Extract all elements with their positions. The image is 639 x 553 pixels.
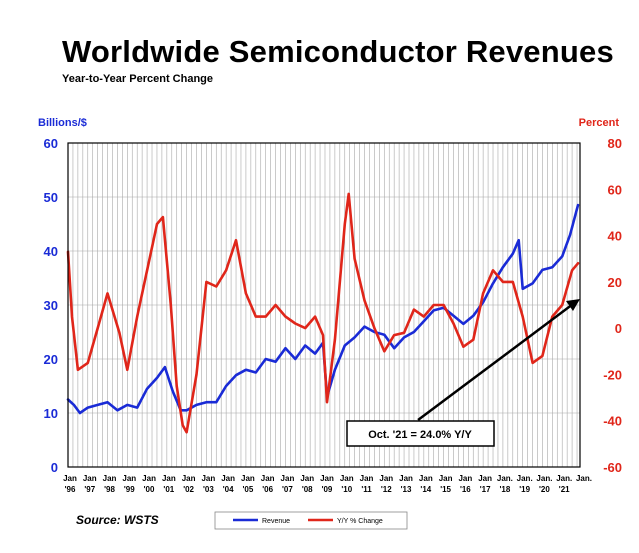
chart-subtitle: Year-to-Year Percent Change	[62, 73, 214, 85]
right-tick-label: 60	[608, 182, 622, 197]
x-tick-label-top: Jan	[261, 474, 275, 483]
left-tick-label: 20	[44, 352, 58, 367]
grid	[68, 142, 580, 468]
x-tick-label-year: '10	[341, 485, 352, 494]
x-tick-label-top: Jan	[241, 474, 255, 483]
x-tick-label-year: '04	[223, 485, 234, 494]
x-tick-label-top: Jan.	[497, 474, 513, 483]
x-tick-label-top: Jan	[182, 474, 196, 483]
left-tick-label: 10	[44, 406, 58, 421]
legend: Revenue Y/Y % Change	[214, 511, 408, 530]
x-tick-label-top: Jan	[201, 474, 215, 483]
left-axis-label: Billions/$	[38, 117, 87, 129]
x-tick-label-year: '97	[84, 485, 95, 494]
x-tick-label-year: '11	[361, 485, 372, 494]
x-tick-label-year: '00	[144, 485, 155, 494]
right-tick-label: 80	[608, 136, 622, 151]
x-tick-label-year: '98	[104, 485, 115, 494]
x-tick-label-year: '01	[163, 485, 174, 494]
x-tick-label-top: Jan	[419, 474, 433, 483]
x-tick-label-top: Jan	[63, 474, 77, 483]
right-tick-label: -20	[603, 367, 622, 382]
left-tick-label: 50	[44, 190, 58, 205]
legend-label-revenue: Revenue	[262, 518, 290, 525]
x-tick-label-top: Jan	[103, 474, 117, 483]
x-tick-label-year: '17	[480, 485, 491, 494]
right-tick-label: 0	[615, 321, 622, 336]
left-tick-label: 40	[44, 244, 58, 259]
x-tick-label-year: '13	[401, 485, 412, 494]
x-tick-label-year: '07	[282, 485, 293, 494]
x-tick-label-year: '18	[499, 485, 510, 494]
x-tick-label-year: '05	[243, 485, 254, 494]
x-tick-label-top: Jan	[142, 474, 156, 483]
x-tick-label-year: '06	[262, 485, 273, 494]
annotation-group: Oct. '21 = 24.0% Y/Y	[346, 299, 580, 447]
x-tick-label-year: '03	[203, 485, 214, 494]
right-tick-label: 20	[608, 275, 622, 290]
x-tick-label-top: Jan	[300, 474, 314, 483]
x-tick-label-top: Jan	[281, 474, 295, 483]
x-tick-label-top: Jan	[320, 474, 334, 483]
x-tick-label-year: '16	[460, 485, 471, 494]
x-tick-label-top: Jan	[122, 474, 136, 483]
right-axis-label: Percent	[579, 117, 620, 129]
right-tick-label: -40	[603, 414, 622, 429]
series-line-yoy-change	[66, 192, 580, 434]
x-tick-label-top: Jan	[439, 474, 453, 483]
axes: 0 10 20 30 40 50 60 -60 -40 -20 0 20 40 60 80 Jan '96 Jan…	[44, 136, 622, 494]
x-tick-label-top: Jan	[399, 474, 413, 483]
x-tick-label-top: Jan	[478, 474, 492, 483]
annotation-arrow-line	[417, 302, 574, 422]
x-tick-label-year: '99	[124, 485, 135, 494]
x-tick-label-top: Jan.	[556, 474, 572, 483]
x-tick-label-year: '09	[322, 485, 333, 494]
annotation-box	[346, 420, 495, 447]
source-note: Source: WSTS	[76, 513, 159, 527]
x-tick-label-top: Jan	[379, 474, 393, 483]
annotation-arrow-head	[566, 299, 580, 311]
series-layer	[66, 192, 580, 434]
x-tick-label-top: Jan	[360, 474, 374, 483]
x-tick-label-year: '20	[539, 485, 550, 494]
left-tick-label: 0	[51, 460, 58, 475]
x-tick-label-year: '19	[519, 485, 530, 494]
x-tick-label-top: Jan.	[536, 474, 552, 483]
chart-title: Worldwide Semiconductor Revenues	[62, 34, 614, 69]
left-tick-label: 30	[44, 298, 58, 313]
x-tick-label-year: '08	[302, 485, 313, 494]
x-tick-label-year: '21	[559, 485, 570, 494]
plot-frame	[67, 142, 581, 468]
x-tick-label-year: '96	[65, 485, 76, 494]
x-tick-label-top: Jan	[458, 474, 472, 483]
x-tick-label-top: Jan.	[517, 474, 533, 483]
x-tick-label-top: Jan	[340, 474, 354, 483]
x-tick-label-top: Jan	[162, 474, 176, 483]
x-tick-label-year: '12	[381, 485, 392, 494]
x-tick-label-top: Jan	[83, 474, 97, 483]
x-tick-label-year: '02	[183, 485, 194, 494]
x-tick-label-top: Jan.	[576, 474, 592, 483]
legend-label-yoy: Y/Y % Change	[337, 518, 383, 525]
right-tick-label: 40	[608, 229, 622, 244]
x-tick-label-year: '15	[440, 485, 451, 494]
right-tick-label: -60	[603, 460, 622, 475]
x-tick-label-top: Jan	[221, 474, 235, 483]
annotation-text: Oct. '21 = 24.0% Y/Y	[368, 429, 472, 441]
x-tick-label-year: '14	[420, 485, 431, 494]
left-tick-label: 60	[44, 136, 58, 151]
